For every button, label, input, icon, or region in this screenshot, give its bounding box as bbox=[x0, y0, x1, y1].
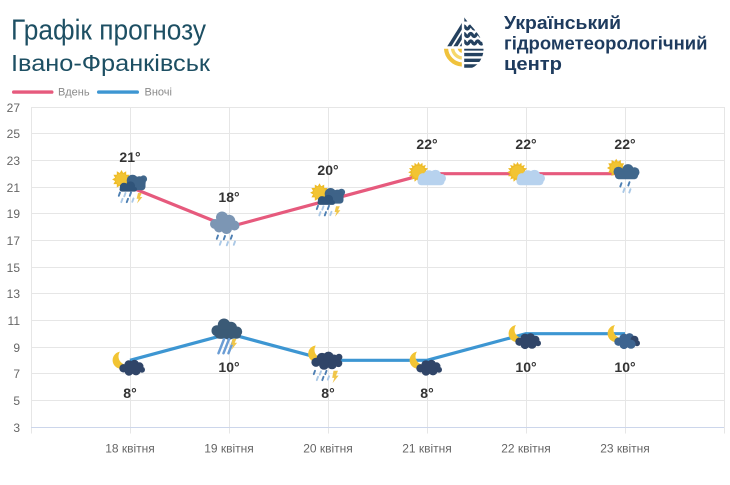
svg-text:18°: 18° bbox=[218, 189, 239, 205]
svg-text:22°: 22° bbox=[515, 136, 536, 152]
svg-text:22°: 22° bbox=[614, 136, 635, 152]
svg-text:Український: Український bbox=[504, 13, 621, 33]
svg-text:10°: 10° bbox=[515, 359, 536, 375]
svg-text:21°: 21° bbox=[119, 149, 140, 165]
svg-text:10°: 10° bbox=[614, 359, 635, 375]
svg-text:25: 25 bbox=[7, 127, 21, 141]
svg-text:5: 5 bbox=[13, 394, 20, 408]
svg-text:гідрометеорологічний: гідрометеорологічний bbox=[504, 34, 708, 54]
svg-text:19 квітня: 19 квітня bbox=[204, 442, 254, 456]
svg-text:9: 9 bbox=[13, 341, 20, 355]
svg-text:11: 11 bbox=[8, 314, 21, 328]
svg-text:8°: 8° bbox=[420, 385, 433, 401]
svg-text:Івано-Франківськ: Івано-Франківськ bbox=[11, 50, 211, 76]
svg-text:7: 7 bbox=[13, 367, 20, 381]
svg-text:Вночі: Вночі bbox=[145, 87, 172, 99]
svg-text:15: 15 bbox=[7, 261, 21, 275]
svg-text:10°: 10° bbox=[218, 359, 239, 375]
svg-text:23: 23 bbox=[7, 154, 21, 168]
svg-text:23 квітня: 23 квітня bbox=[600, 442, 650, 456]
svg-text:17: 17 bbox=[7, 234, 21, 248]
svg-text:18 квітня: 18 квітня bbox=[105, 442, 155, 456]
svg-text:20 квітня: 20 квітня bbox=[303, 442, 353, 456]
svg-text:22°: 22° bbox=[416, 136, 437, 152]
svg-text:Графік прогнозу: Графік прогнозу bbox=[11, 15, 206, 47]
svg-text:центр: центр bbox=[504, 54, 562, 74]
svg-text:20°: 20° bbox=[317, 162, 338, 178]
svg-text:3: 3 bbox=[13, 421, 20, 435]
svg-text:27: 27 bbox=[7, 101, 21, 115]
svg-text:21: 21 bbox=[7, 181, 21, 195]
svg-text:22 квітня: 22 квітня bbox=[501, 442, 551, 456]
svg-text:8°: 8° bbox=[321, 385, 334, 401]
svg-text:21 квітня: 21 квітня bbox=[402, 442, 452, 456]
svg-text:Вдень: Вдень bbox=[58, 87, 90, 99]
svg-text:19: 19 bbox=[7, 207, 21, 221]
svg-text:13: 13 bbox=[7, 287, 21, 301]
svg-text:8°: 8° bbox=[123, 385, 136, 401]
